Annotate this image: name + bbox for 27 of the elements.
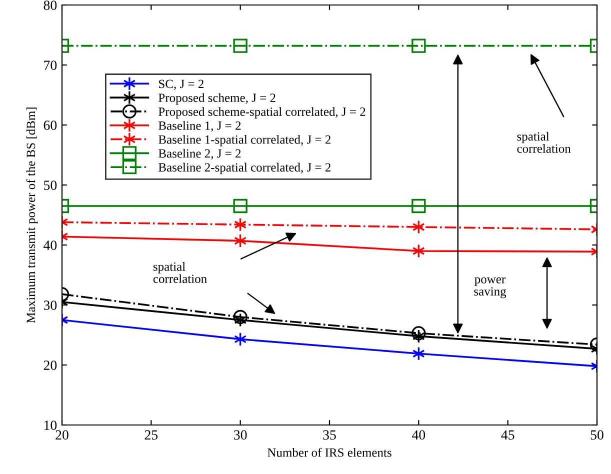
- legend-label: Baseline 1, J = 2: [158, 121, 241, 132]
- x-tick-label: 20: [56, 430, 68, 440]
- x-axis-title: Number of IRS elements: [268, 448, 392, 457]
- y-tick-label: 30: [44, 300, 57, 310]
- y-tick-label: 50: [44, 180, 57, 190]
- annotation: spatial correlation: [153, 262, 207, 284]
- legend-label: Baseline 2, J = 2: [158, 148, 241, 160]
- x-tick-label: 30: [234, 430, 247, 440]
- legend-label: Proposed scheme-spatial correlated, J = 2: [158, 107, 366, 118]
- x-tick-label: 25: [144, 430, 158, 440]
- y-tick-label: 80: [44, 0, 57, 10]
- x-tick-label: 45: [501, 430, 514, 440]
- x-tick-label: 40: [412, 430, 426, 440]
- x-tick-label: 50: [590, 430, 604, 440]
- y-tick-label: 20: [44, 360, 57, 370]
- y-tick-label: 70: [44, 60, 57, 70]
- y-tick-label: 10: [44, 420, 57, 430]
- y-tick-label: 40: [44, 240, 57, 250]
- legend-label: Baseline 1-spatial correlated, J = 2: [158, 134, 330, 146]
- legend-label: SC, J = 2: [159, 80, 204, 90]
- annotation: spatial correlation: [517, 132, 571, 153]
- legend-label: Baseline 2-spatial correlated, J = 2: [158, 162, 330, 174]
- y-axis-title: Maximum transmit power of the BS [dBm]: [26, 108, 38, 323]
- annotation: power saving: [474, 277, 506, 298]
- legend-label: Proposed scheme, J = 2: [158, 93, 276, 105]
- x-tick-label: 35: [323, 430, 336, 440]
- y-tick-label: 60: [44, 120, 57, 130]
